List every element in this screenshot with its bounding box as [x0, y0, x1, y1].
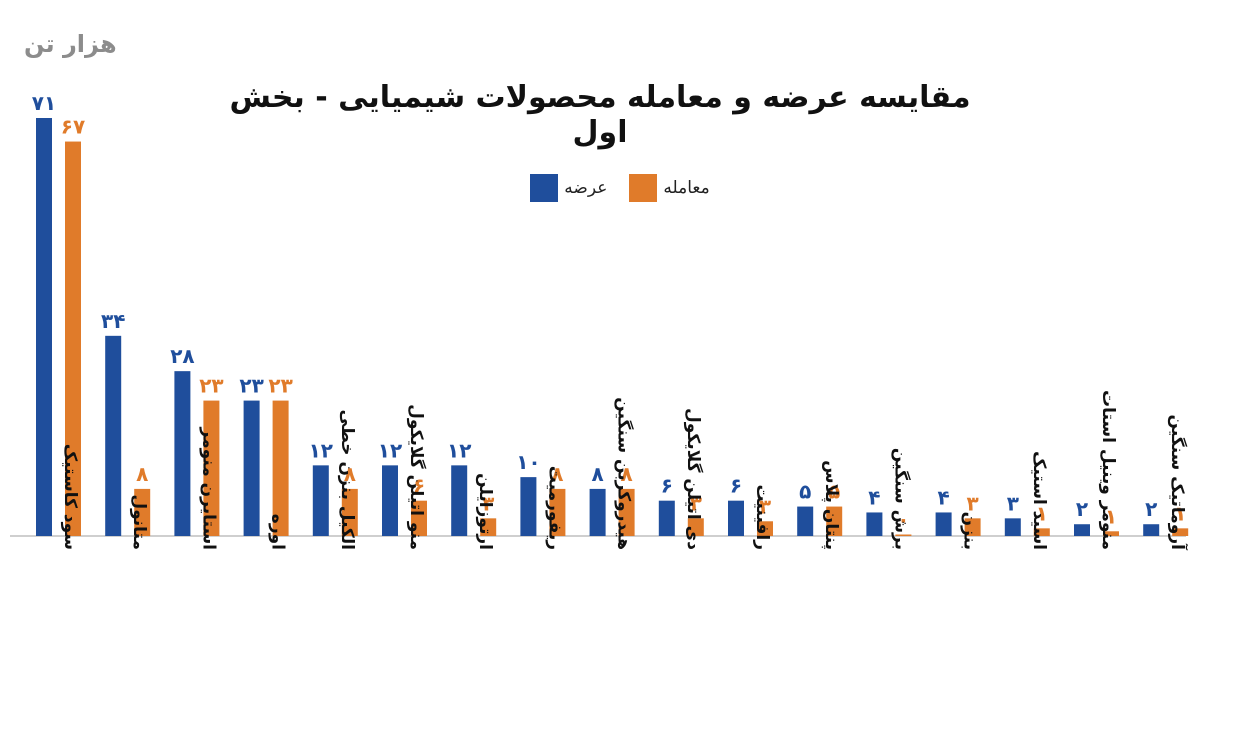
data-label-trade-10: ۳	[759, 494, 771, 518]
bar-supply-0	[36, 118, 52, 536]
category-label-15: منومر وینیل استات	[1098, 390, 1118, 550]
category-label-3: اوره	[268, 514, 288, 550]
data-label-trade-3: ۲۳	[268, 374, 292, 398]
legend-swatch-supply	[530, 174, 559, 202]
category-label-16: آروماتیک سنگین	[1167, 414, 1189, 551]
category-label-6: ارتوزایلن	[475, 473, 495, 550]
data-label-supply-12: ۴	[868, 485, 880, 509]
bar-supply-13	[935, 512, 952, 536]
category-label-10: رافینیت	[752, 484, 772, 550]
bar-trade-9	[687, 518, 704, 536]
bar-trade-1	[134, 488, 151, 536]
bar-supply-14	[1004, 518, 1021, 536]
data-label-trade-9: ۳	[690, 491, 702, 515]
bar-trade-8	[618, 488, 635, 536]
bar-trade-15	[1103, 531, 1119, 536]
chart-title: مقایسه عرضه و معامله محصولات شیمیایی - ب…	[229, 80, 971, 150]
category-label-4: الکیل بنزن خطی	[337, 410, 357, 550]
data-label-trade-4: ۸	[344, 462, 356, 486]
bar-supply-3	[243, 400, 260, 536]
legend-item-trade: معامله	[629, 174, 710, 202]
category-label-0: سود کاستیک	[60, 444, 80, 550]
data-label-trade-15: ۱	[1105, 504, 1117, 528]
data-label-supply-3: ۲۳	[239, 374, 263, 398]
bar-supply-8	[589, 488, 606, 536]
bar-supply-6	[451, 465, 468, 536]
bar-supply-5	[382, 465, 398, 536]
data-label-supply-16: ۲	[1145, 497, 1157, 521]
data-label-supply-15: ۲	[1076, 497, 1088, 521]
bar-trade-6	[480, 518, 497, 536]
bar-trade-10	[757, 521, 773, 536]
bar-supply-7	[520, 477, 537, 536]
data-label-supply-6: ۱۲	[447, 438, 471, 462]
legend: عرضه معامله	[500, 172, 740, 204]
data-label-trade-16: ۱	[1174, 501, 1186, 525]
bar-trade-7	[549, 488, 566, 536]
category-label-7: ریفورمیت	[544, 466, 564, 550]
data-label-supply-7: ۱۰	[516, 450, 540, 474]
data-label-trade-14: ۱	[1036, 501, 1048, 525]
data-label-supply-5: ۱۲	[378, 438, 402, 462]
data-label-supply-4: ۱۲	[309, 438, 333, 462]
bar-trade-12	[895, 534, 912, 536]
data-label-trade-5: ۶	[413, 474, 425, 498]
data-label-supply-2: ۲۸	[170, 344, 194, 368]
legend-label-supply: عرضه	[564, 178, 608, 198]
bar-trade-13	[964, 518, 981, 536]
data-label-supply-1: ۳۴	[101, 309, 125, 333]
bar-trade-14	[1033, 528, 1050, 536]
category-label-14: اسید استیک	[1029, 451, 1049, 550]
bar-trade-11	[826, 506, 843, 536]
data-label-trade-6: ۳	[482, 491, 494, 515]
bar-trade-5	[411, 500, 427, 536]
data-label-trade-8: ۸	[620, 462, 632, 486]
data-label-supply-8: ۸	[591, 462, 603, 486]
bar-supply-9	[658, 500, 675, 536]
unit-label: هزار تن	[24, 30, 117, 58]
data-label-trade-2: ۲۳	[199, 374, 223, 398]
category-label-2: استایرن منومر	[198, 427, 218, 550]
data-label-supply-14: ۳	[1007, 491, 1019, 515]
bar-supply-16	[1143, 524, 1160, 536]
bar-supply-11	[797, 506, 814, 536]
data-label-supply-0: ۷۱	[32, 91, 56, 115]
bar-trade-4	[341, 488, 358, 536]
category-label-8: هیدروکربن سنگین	[614, 397, 635, 550]
category-label-13: بنزن	[960, 512, 980, 550]
data-label-supply-11: ۵	[799, 480, 811, 504]
category-label-9: دی اتیلن گلایکول	[683, 408, 704, 550]
data-label-trade-0: ۶۷	[61, 115, 85, 139]
legend-item-supply: عرضه	[530, 174, 607, 202]
category-label-1: متانول	[129, 494, 149, 550]
bar-trade-3	[272, 400, 289, 536]
legend-swatch-trade	[629, 174, 658, 202]
bar-supply-15	[1074, 524, 1090, 536]
bar-supply-2	[174, 371, 191, 536]
bar-trade-2	[203, 400, 220, 536]
category-label-5: منو اتیلن گلایکول	[406, 404, 427, 550]
data-label-trade-7: ۸	[551, 462, 563, 486]
bar-trade-0	[65, 141, 81, 536]
bar-supply-10	[728, 500, 744, 536]
bar-trade-16	[1172, 528, 1189, 536]
bar-supply-1	[105, 335, 122, 536]
category-label-12: برش سنگین	[890, 448, 911, 550]
data-label-trade-12: ۰	[897, 508, 909, 532]
legend-label-trade: معامله	[663, 178, 710, 198]
data-label-trade-13: ۳	[966, 491, 978, 515]
bar-supply-4	[312, 465, 329, 536]
data-label-supply-9: ۶	[661, 474, 673, 498]
data-label-trade-1: ۸	[136, 462, 148, 486]
data-label-supply-10: ۶	[730, 474, 742, 498]
data-label-supply-13: ۴	[937, 485, 949, 509]
bar-supply-12	[866, 512, 883, 536]
data-label-trade-11: ۵	[828, 480, 840, 504]
category-label-11: پنتان پلاس	[821, 460, 841, 550]
